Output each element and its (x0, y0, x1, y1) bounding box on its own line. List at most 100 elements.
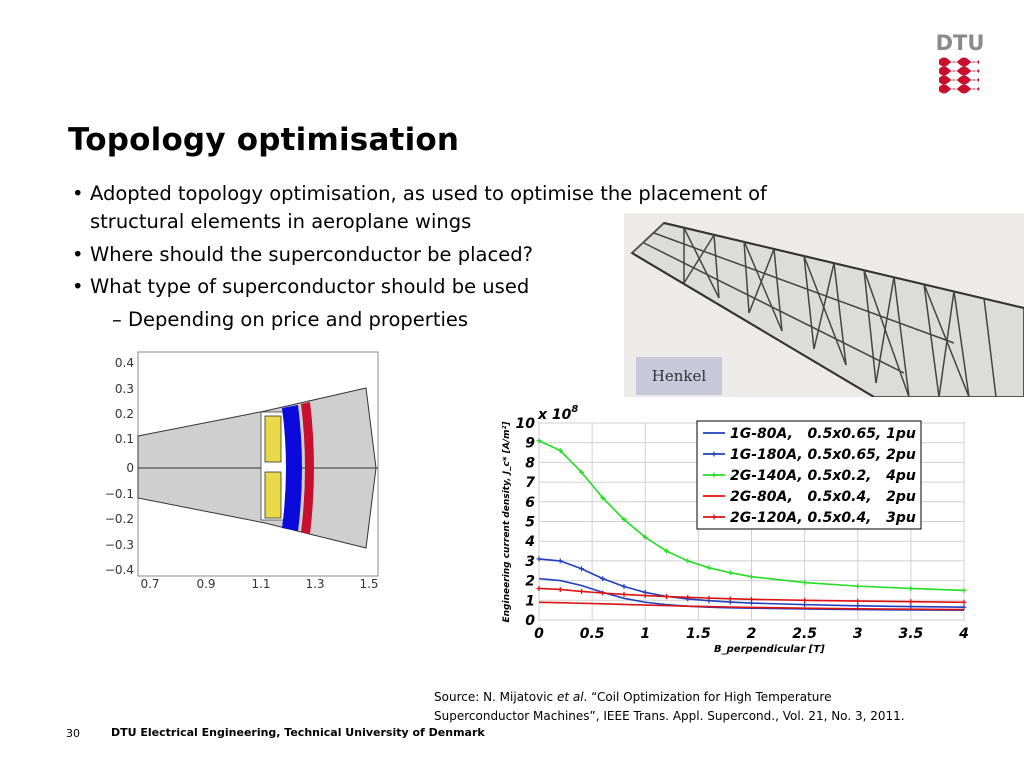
series-point (908, 599, 914, 605)
logo-text: DTU (936, 31, 984, 55)
series-point (642, 534, 648, 540)
series-point (664, 594, 669, 600)
series-point (961, 587, 967, 593)
topo-ytick: −0.3 (105, 538, 134, 552)
series-point (536, 585, 542, 591)
chart-ylabel: Engineering current density, J_c* [A/m²] (502, 421, 512, 623)
series-point (855, 598, 861, 604)
bullet-2: • Where should the superconductor be plac… (72, 243, 533, 266)
series-point (642, 593, 648, 599)
y-tick-label: 10 (516, 416, 536, 432)
y-tick-label: 7 (525, 475, 535, 491)
y-tick-label: 6 (525, 495, 535, 511)
series-point (802, 597, 808, 603)
bullet-1-line1: Adopted topology optimisation, as used t… (90, 182, 767, 205)
y-tick-label: 5 (525, 515, 535, 531)
source-prefix: Source: N. Mijatovic (434, 690, 557, 704)
topo-ytick: −0.1 (105, 487, 134, 501)
x-tick-label: 1.5 (686, 626, 711, 642)
topo-xtick: 0.7 (140, 577, 159, 591)
footer-organisation: DTU Electrical Engineering, Technical Un… (111, 726, 485, 739)
sub-bullet: – Depending on price and properties (112, 308, 469, 331)
topo-ytick: 0 (126, 461, 134, 475)
topo-ytick: 0.2 (115, 407, 134, 421)
legend-marker (711, 472, 717, 478)
topo-ytick: 0.1 (115, 432, 134, 446)
topo-xtick: 1.1 (251, 577, 270, 591)
y-tick-label: 4 (524, 534, 535, 550)
topo-ytick: −0.2 (105, 512, 134, 526)
series-point (600, 495, 606, 501)
topology-y-ticks: 0.4 0.3 0.2 0.1 0 −0.1 −0.2 −0.3 −0.4 (105, 356, 134, 577)
logo-waves-icon (939, 57, 979, 94)
coil-lower (264, 471, 282, 519)
series-point (802, 602, 808, 608)
bullet-1: • Adopted topology optimisation, as used … (72, 182, 767, 233)
series-point (621, 584, 627, 590)
x-tick-label: 3 (853, 626, 863, 642)
series-point (727, 596, 733, 602)
topology-plot: 0.4 0.3 0.2 0.1 0 −0.1 −0.2 −0.3 −0.4 0.… (105, 351, 379, 591)
topo-xtick: 1.3 (305, 577, 324, 591)
x-tick-label: 2.5 (792, 626, 817, 642)
legend-label: 2G-140A, 0.5x0.2, 4pu (730, 468, 916, 484)
series-point (802, 580, 808, 586)
slide-title: Topology optimisation (68, 122, 460, 158)
series-point (706, 565, 712, 571)
series-point (749, 574, 754, 580)
y-tick-label: 1 (525, 593, 535, 609)
series-point (749, 596, 754, 602)
source-etal: et al (556, 690, 584, 704)
series-point (557, 448, 563, 454)
series-point (855, 583, 861, 589)
y-tick-label: 8 (525, 455, 535, 471)
topo-ytick: −0.4 (105, 563, 134, 577)
bullet-1-line2: structural elements in aeroplane wings (90, 210, 472, 233)
series-point (600, 576, 606, 582)
series-point (621, 517, 627, 523)
y-tick-label: 3 (525, 554, 535, 570)
series-point (536, 438, 542, 444)
chart-y-ticks: 0 1 2 3 4 5 6 7 8 9 10 (516, 416, 536, 629)
x-tick-label: 3.5 (898, 626, 923, 642)
x-tick-label: 2 (747, 626, 757, 642)
page-number: 30 (66, 727, 80, 740)
coil-upper (264, 415, 282, 463)
y-tick-label: 2 (525, 574, 535, 590)
series-point (536, 556, 542, 562)
x-tick-label: 4 (958, 626, 969, 642)
series-point (908, 585, 914, 591)
x-tick-label: 1 (640, 626, 650, 642)
series-point (685, 558, 691, 564)
x-tick-label: 0.5 (580, 626, 605, 642)
series-point (621, 591, 627, 597)
series-point (664, 548, 669, 554)
series-point (855, 603, 861, 609)
bullet-3-text: What type of superconductor should be us… (90, 275, 530, 298)
superconductor-layer-red (301, 402, 314, 534)
chart-xlabel: B_perpendicular [T] (714, 644, 825, 655)
x-tick-label: 0 (534, 626, 544, 642)
series-point (557, 586, 563, 592)
series-point (557, 558, 563, 564)
series-point (600, 590, 606, 596)
series-point (579, 469, 584, 475)
series-point (706, 595, 712, 601)
source-line2: Superconductor Machines”, IEEE Trans. Ap… (434, 709, 905, 723)
series-point (579, 566, 584, 572)
series-point (961, 599, 967, 605)
legend-marker (711, 451, 717, 457)
source-citation: Source: N. Mijatovic et al. “Coil Optimi… (434, 688, 905, 726)
legend-label: 2G-80A, 0.5x0.4, 2pu (730, 489, 916, 505)
legend-label: 1G-80A, 0.5x0.65, 1pu (730, 426, 916, 442)
series-point (908, 604, 914, 610)
topo-ytick: 0.4 (115, 356, 134, 370)
series-point (685, 594, 691, 600)
chart-series (536, 438, 967, 611)
current-density-chart: 0 1 2 3 4 5 6 7 8 9 10 0 0.5 1 1.5 2 2.5 3 3.5 4 x 108 Eng… (502, 404, 969, 655)
legend-label: 2G-120A, 0.5x0.4, 3pu (730, 510, 916, 526)
superconductor-layer-blue (282, 405, 302, 531)
series-point (727, 570, 733, 576)
image-credit: Henkel (636, 357, 722, 395)
series-line-4 (538, 601, 965, 611)
